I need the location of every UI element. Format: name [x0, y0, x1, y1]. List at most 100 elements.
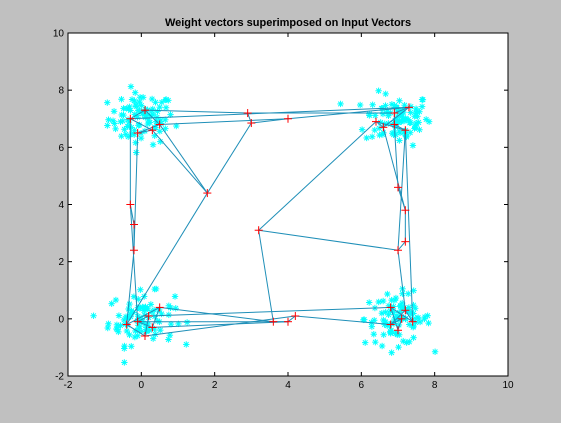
- input-vector-point: [120, 316, 128, 324]
- input-vector-point: [137, 134, 145, 142]
- input-vector-point: [388, 349, 395, 356]
- input-vector-point: [126, 331, 133, 339]
- input-vector-point: [146, 119, 154, 126]
- x-tick-label: 0: [139, 380, 145, 391]
- y-tick-label: -2: [55, 372, 64, 383]
- weight-connection-line: [151, 307, 161, 328]
- weight-vector-point: [394, 183, 402, 192]
- weight-vector-point: [394, 326, 402, 335]
- input-vector-point: [162, 104, 170, 111]
- input-vector-point: [126, 300, 133, 308]
- weight-vector-point: [141, 106, 149, 115]
- input-vector-point: [171, 293, 179, 300]
- weight-vector-point: [148, 126, 157, 135]
- y-tick-label: 10: [53, 29, 65, 40]
- input-vector-point: [109, 117, 117, 124]
- input-vector-point: [371, 126, 378, 134]
- weight-vector-point: [203, 189, 212, 198]
- input-vector-point: [151, 313, 159, 320]
- input-vector-point: [131, 333, 139, 341]
- input-vector-point: [385, 311, 392, 318]
- input-vector-point: [90, 312, 97, 319]
- input-vector-point: [118, 111, 125, 119]
- weight-connection-line: [382, 127, 406, 211]
- input-vector-point: [119, 117, 126, 125]
- weight-connection-line: [397, 241, 406, 251]
- input-vector-point: [154, 317, 161, 325]
- input-vector-point: [380, 331, 387, 338]
- weight-connection-line: [130, 109, 146, 120]
- input-vector-point: [132, 89, 139, 96]
- weight-connection-line: [130, 118, 153, 131]
- input-vector-point: [384, 322, 391, 329]
- input-vector-point: [412, 119, 420, 127]
- weight-connection-line: [258, 121, 377, 231]
- y-tick-label: 2: [58, 257, 64, 268]
- weight-connection-line: [126, 324, 146, 337]
- input-vector-point: [157, 326, 164, 334]
- input-vector-point: [110, 108, 118, 115]
- weight-vector-point: [397, 314, 406, 323]
- weight-connection-line: [390, 307, 399, 331]
- weight-vector-point: [126, 200, 135, 209]
- input-vector-point: [152, 99, 159, 106]
- input-vector-point: [403, 132, 410, 140]
- weight-connection-line: [159, 124, 208, 194]
- weight-vector-point: [394, 246, 402, 255]
- input-vector-point: [123, 327, 131, 335]
- input-vector-point: [104, 122, 111, 129]
- weight-vector-point: [401, 237, 410, 246]
- input-vector-point: [104, 324, 111, 332]
- input-vector-point: [368, 133, 376, 140]
- input-vector-point: [369, 101, 376, 108]
- weight-connection-line: [130, 106, 410, 120]
- input-vector-point: [385, 112, 392, 119]
- input-vector-point: [431, 348, 439, 355]
- y-tick-label: 4: [58, 200, 64, 211]
- input-vector-point: [388, 296, 395, 304]
- weight-vector-point: [386, 303, 395, 312]
- weight-connection-line: [394, 124, 406, 131]
- weight-vector-point: [284, 114, 292, 123]
- input-vector-point: [406, 119, 413, 127]
- input-vector-point: [362, 339, 369, 346]
- weight-vector-point: [269, 317, 278, 326]
- weight-connection-line: [375, 121, 406, 131]
- weight-connection-line: [144, 109, 161, 125]
- x-tick-label: 4: [285, 380, 291, 391]
- input-vector-point: [407, 109, 414, 116]
- weight-vector-point: [401, 306, 410, 315]
- input-vector-point: [183, 319, 191, 326]
- input-vector-point: [104, 99, 111, 106]
- input-vector-point: [121, 359, 128, 366]
- weight-connection-line: [126, 250, 135, 325]
- y-tick-label: 6: [58, 143, 64, 154]
- weight-connection-line: [159, 118, 289, 125]
- input-vector-point: [137, 286, 144, 293]
- input-vector-point: [379, 297, 387, 305]
- x-tick-label: 8: [432, 380, 438, 391]
- weight-vector-point: [386, 320, 395, 329]
- input-vector-point: [365, 299, 373, 306]
- weight-vector-point: [130, 220, 138, 229]
- input-vector-point: [375, 87, 382, 94]
- input-vector-point: [414, 113, 421, 120]
- weight-vector-point: [243, 109, 252, 118]
- input-vector-point: [124, 116, 132, 123]
- weight-vector-point: [130, 246, 138, 255]
- weight-connection-line: [397, 318, 403, 331]
- y-tick-label: 8: [58, 86, 64, 97]
- input-vector-point: [380, 316, 387, 324]
- input-vector-point: [139, 303, 146, 311]
- input-vector-point: [372, 338, 379, 346]
- weight-vector-point: [155, 120, 164, 129]
- input-vector-point: [172, 305, 179, 312]
- input-vector-point: [418, 103, 426, 110]
- input-vector-point: [384, 290, 391, 298]
- input-vector-point: [407, 129, 414, 136]
- input-vector-point: [167, 304, 174, 312]
- weight-vector-point: [390, 120, 399, 129]
- input-vector-point: [375, 298, 382, 306]
- weight-connection-line: [390, 309, 406, 325]
